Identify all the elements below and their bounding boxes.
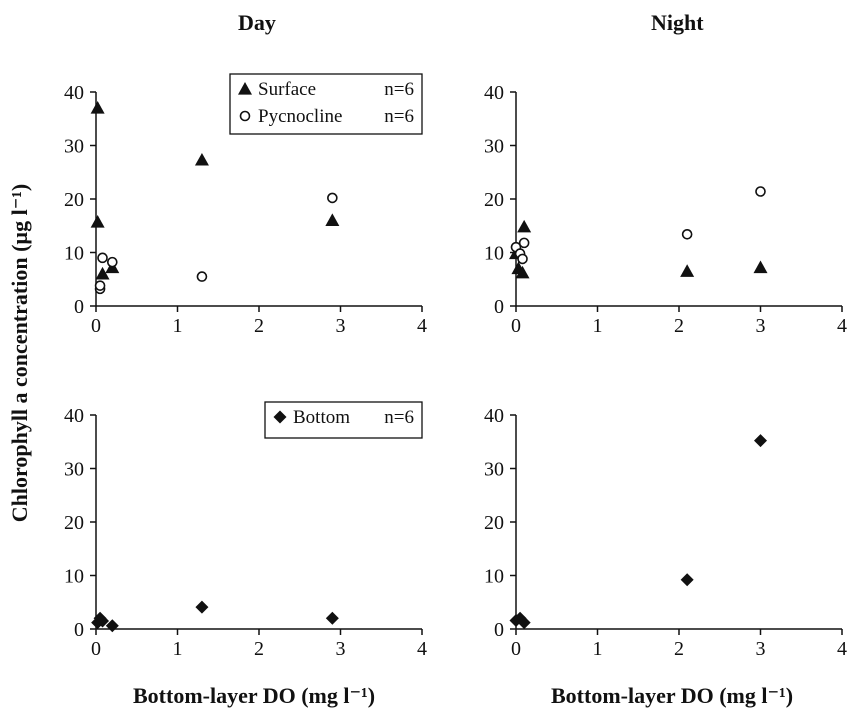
legend-count: n=6	[384, 106, 414, 127]
day-top-panel: 0 10 20 30 40 0 1 2 3 4 Surface n=6 Pycnocline n=6	[64, 73, 427, 337]
x-tick-label: 4	[417, 315, 427, 337]
pycnocline-point	[107, 256, 118, 268]
x-tick-label: 3	[756, 638, 766, 660]
y-tick-label: 20	[64, 189, 84, 211]
bottom-point	[96, 614, 110, 628]
surface-point	[753, 260, 768, 274]
x-tick-label: 3	[336, 315, 346, 337]
bottom-point	[105, 619, 119, 633]
y-tick-label: 40	[64, 82, 84, 104]
night-bottom-panel: 0 10 20 30 40 0 1 2 3 4	[484, 405, 847, 660]
y-tick-label: 20	[484, 512, 504, 534]
x-tick-label: 1	[593, 315, 603, 337]
surface-point	[325, 213, 340, 226]
bottom-point	[680, 573, 694, 587]
y-tick-label: 30	[484, 136, 504, 158]
series-pycnocline	[510, 186, 766, 265]
x-tick-label: 4	[417, 638, 427, 660]
legend-box	[264, 401, 423, 439]
y-tick-label: 30	[64, 136, 84, 158]
x-tick-label: 2	[254, 638, 264, 660]
y-tick-label: 10	[64, 243, 84, 265]
legend: Surface n=6 Pycnocline n=6	[229, 73, 423, 135]
legend: Bottom n=6	[264, 401, 423, 439]
day-column-title: Day	[238, 10, 276, 35]
y-tick-label: 10	[484, 566, 504, 588]
y-tick-label: 40	[484, 405, 504, 427]
x-axis-label-right: Bottom-layer DO (mg l⁻¹)	[551, 683, 794, 708]
x-tick-label: 0	[511, 315, 521, 337]
y-tick-label: 0	[74, 296, 84, 318]
legend-label: Bottom	[293, 407, 350, 428]
bottom-point	[325, 611, 339, 625]
legend-count: n=6	[384, 407, 414, 428]
surface-point	[194, 152, 209, 166]
y-tick-label: 10	[64, 566, 84, 588]
pycnocline-point	[94, 280, 106, 291]
legend-label: Pycnocline	[258, 106, 342, 127]
x-tick-label: 4	[837, 315, 847, 337]
x-tick-label: 1	[173, 638, 183, 660]
bottom-point	[517, 616, 531, 630]
legend-box	[229, 73, 423, 135]
night-top-panel: 0 10 20 30 40 0 1 2 3 4	[484, 82, 847, 337]
x-tick-label: 3	[756, 315, 766, 337]
series-surface	[509, 219, 768, 279]
series-bottom	[91, 600, 339, 633]
legend-marker-bottom	[273, 410, 287, 424]
pycnocline-point	[681, 229, 693, 240]
surface-point	[90, 215, 105, 228]
x-tick-label: 0	[91, 315, 101, 337]
x-axis-label-left: Bottom-layer DO (mg l⁻¹)	[133, 683, 376, 708]
surface-point	[680, 264, 695, 277]
surface-point	[95, 266, 110, 280]
legend-marker-surface	[238, 82, 252, 95]
y-tick-label: 20	[64, 512, 84, 534]
y-tick-label: 30	[64, 459, 84, 481]
x-tick-label: 3	[336, 638, 346, 660]
x-tick-label: 2	[254, 315, 264, 337]
pycnocline-point	[196, 271, 208, 282]
surface-point	[515, 265, 530, 279]
y-tick-label: 0	[74, 619, 84, 641]
bottom-point	[195, 600, 209, 614]
day-bottom-panel: 0 10 20 30 40 0 1 2 3 4 Bottom n=6	[64, 401, 427, 660]
y-tick-label: 0	[494, 619, 504, 641]
pycnocline-point	[97, 252, 108, 264]
pycnocline-point	[517, 253, 528, 265]
series-surface	[90, 101, 340, 280]
series-bottom	[509, 434, 767, 630]
x-tick-label: 0	[511, 638, 521, 660]
x-tick-label: 1	[173, 315, 183, 337]
pycnocline-point	[518, 237, 530, 249]
y-tick-label: 0	[494, 296, 504, 318]
y-tick-label: 20	[484, 189, 504, 211]
night-column-title: Night	[651, 10, 704, 35]
x-tick-label: 0	[91, 638, 101, 660]
x-tick-label: 1	[593, 638, 603, 660]
legend-marker-pycnocline	[239, 110, 251, 122]
y-tick-label: 40	[64, 405, 84, 427]
y-tick-label: 30	[484, 459, 504, 481]
legend-label: Surface	[258, 79, 316, 100]
legend-count: n=6	[384, 79, 414, 100]
series-pycnocline	[94, 192, 338, 295]
x-tick-label: 2	[674, 638, 684, 660]
pycnocline-point	[755, 186, 766, 197]
y-tick-label: 10	[484, 243, 504, 265]
x-tick-label: 4	[837, 638, 847, 660]
y-tick-label: 40	[484, 82, 504, 104]
bottom-point	[754, 434, 767, 448]
pycnocline-point	[327, 192, 338, 204]
surface-point	[90, 101, 105, 114]
x-tick-label: 2	[674, 315, 684, 337]
surface-point	[517, 219, 532, 233]
